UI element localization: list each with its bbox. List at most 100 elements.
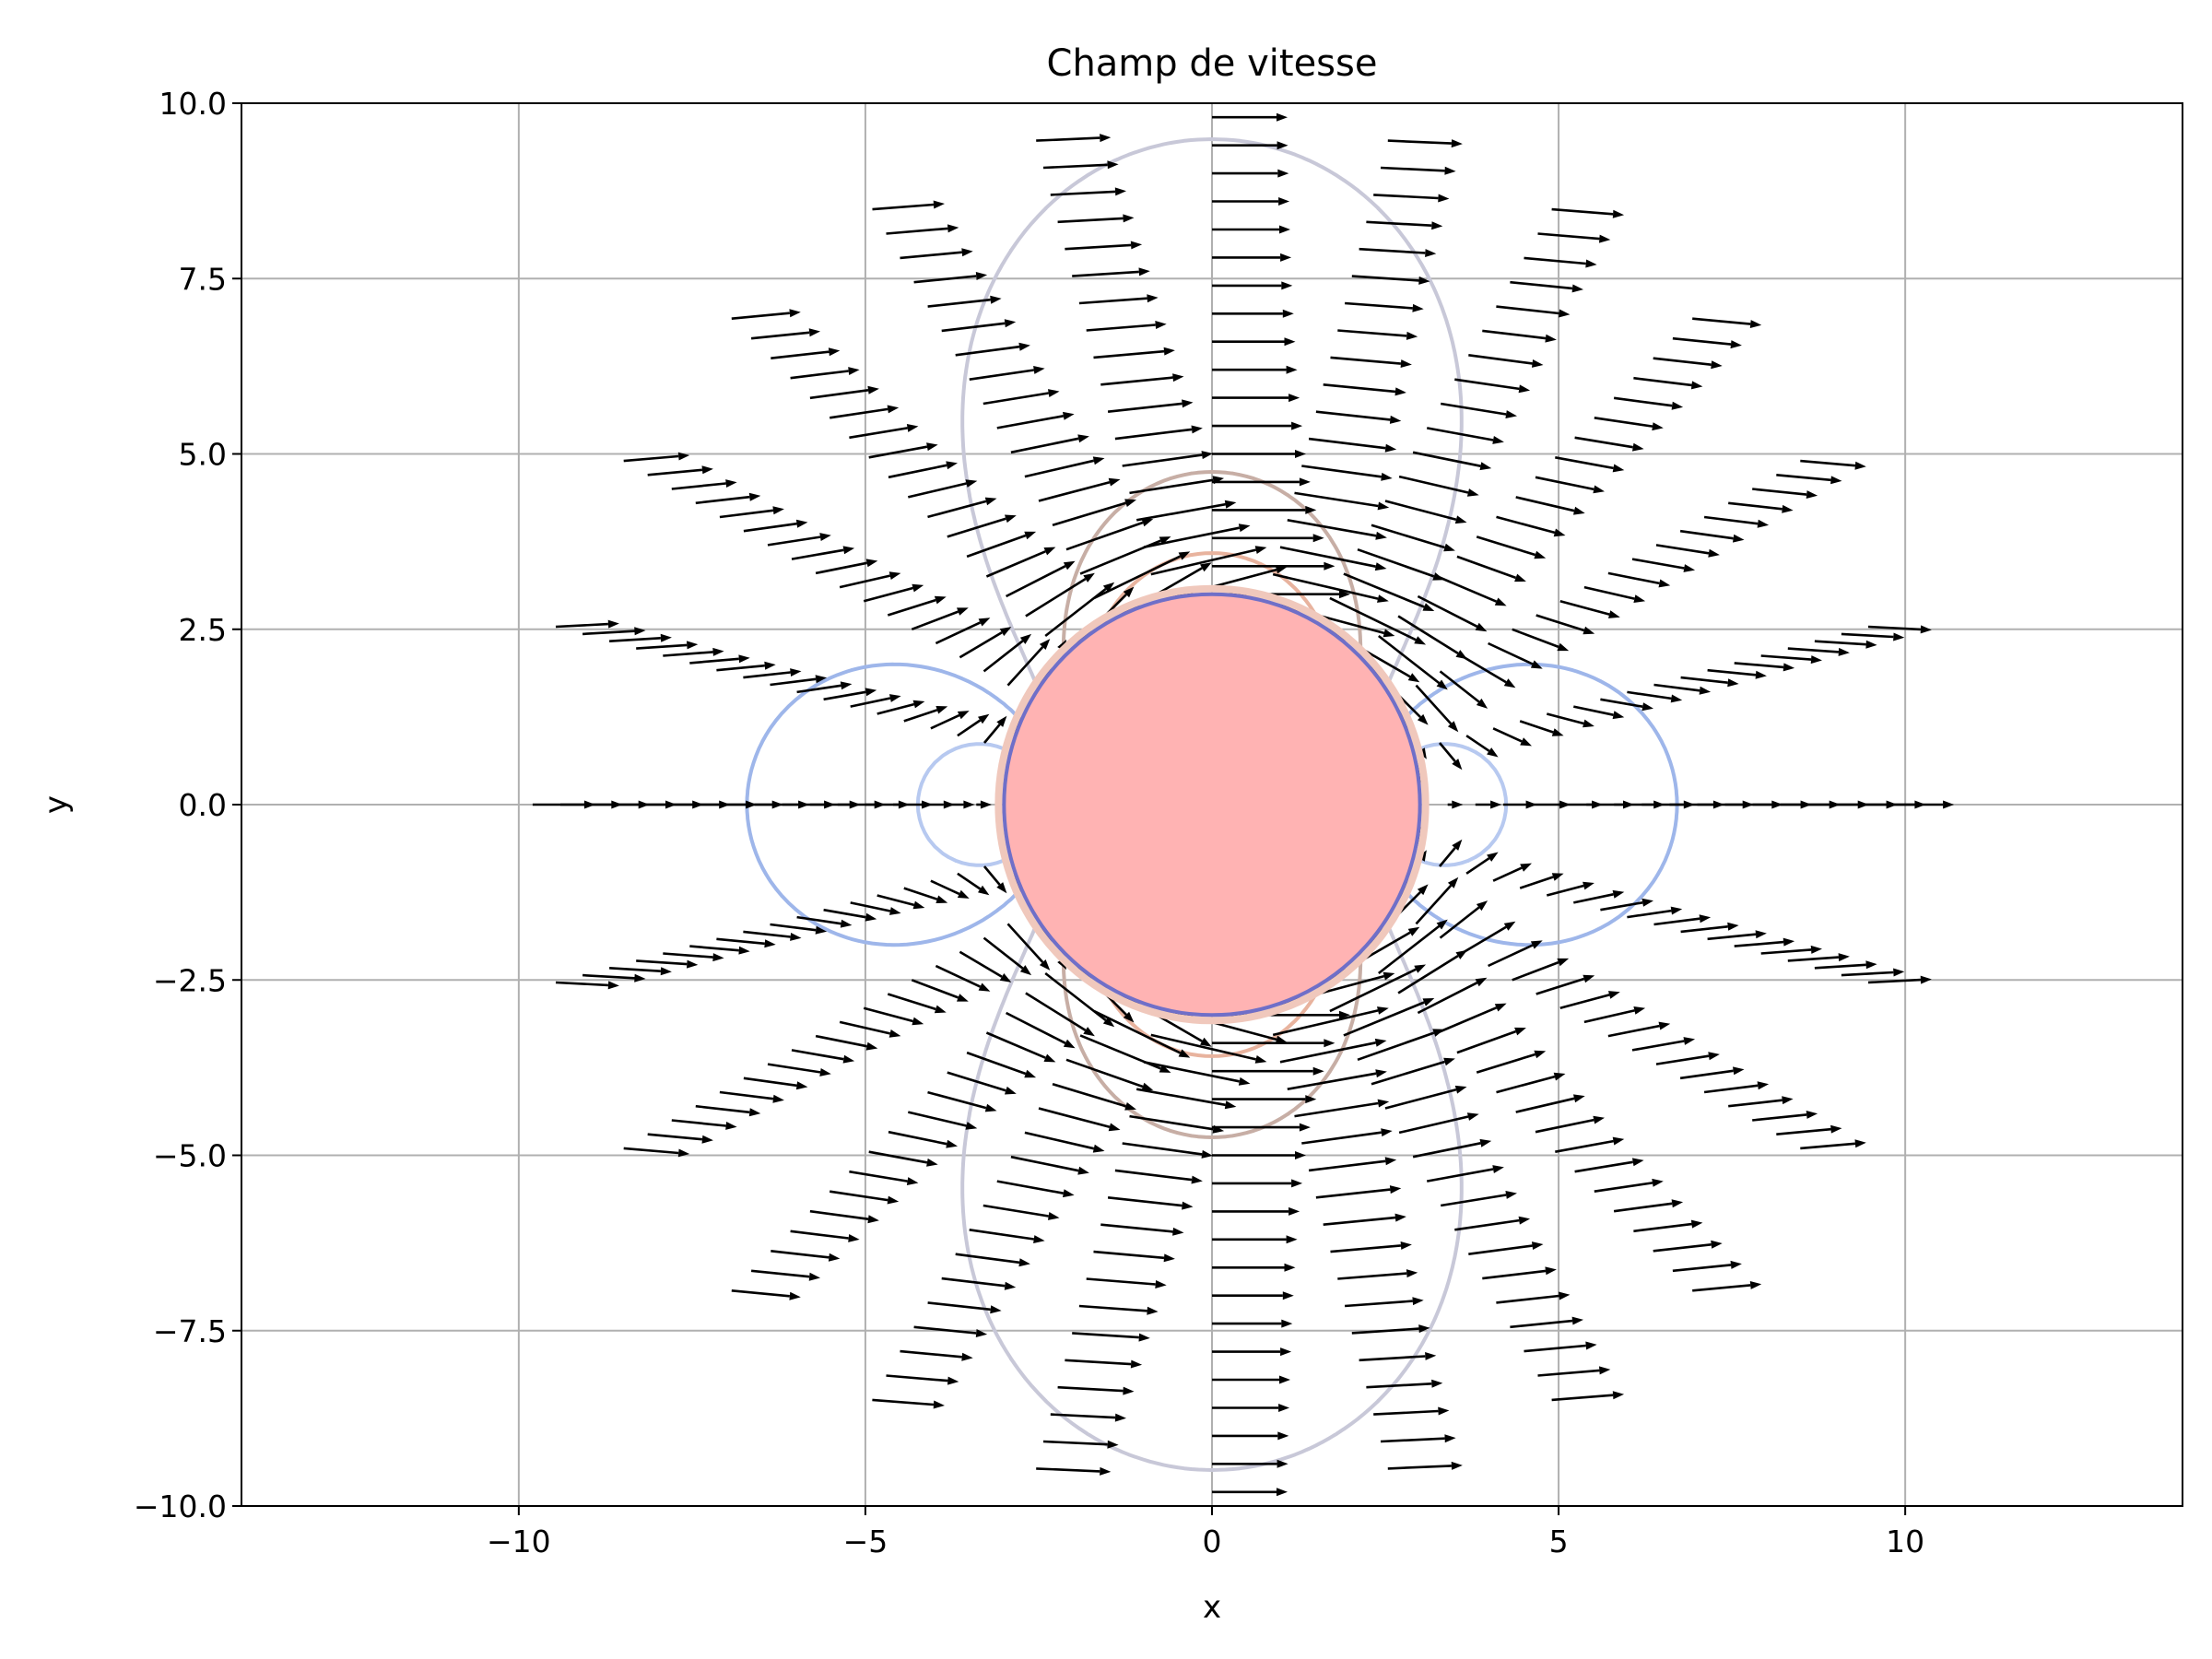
velocity-arrow [911,607,969,631]
velocity-arrow [927,1090,997,1112]
velocity-arrow [1728,1096,1794,1108]
velocity-arrow [1373,1406,1450,1416]
velocity-arrow [1492,863,1532,882]
velocity-arrow [1814,640,1877,649]
velocity-arrow [1212,225,1290,234]
velocity-arrow [743,668,802,679]
velocity-arrow [1323,1213,1406,1226]
velocity-arrow [663,647,724,657]
velocity-arrow [1653,914,1712,926]
cylinder [1002,592,1422,1018]
velocity-arrow [1006,1011,1076,1049]
velocity-arrow [1551,207,1625,218]
velocity-arrow [1488,641,1543,669]
velocity-arrow [1212,1319,1293,1328]
axis-ticks: −10 −5 0 5 10 −10.0 −7.5 −5.0 −2.5 0.0 2.5 5.0 7.5 10… [134,86,1924,1559]
velocity-arrow [815,559,878,575]
velocity-arrow [1546,881,1594,897]
velocity-arrow [796,681,853,694]
velocity-arrow [1380,1434,1456,1443]
velocity-arrow [1212,477,1311,487]
x-tick-label: 0 [1203,1524,1222,1559]
velocity-arrow [1359,247,1437,257]
velocity-arrow [955,1253,1030,1267]
velocity-arrow [1734,662,1795,672]
velocity-arrow [1631,558,1696,572]
velocity-arrow [1086,321,1167,332]
velocity-arrow [966,1051,1037,1078]
velocity-arrow [767,533,831,547]
velocity-arrow [1535,1115,1605,1134]
velocity-arrow [731,309,801,320]
velocity-arrow [771,347,841,359]
velocity-arrow [887,595,947,617]
velocity-arrow [623,452,690,463]
velocity-arrow [1006,560,1076,598]
velocity-arrow [582,627,646,636]
velocity-arrow [623,1147,690,1158]
velocity-arrow [1440,402,1517,418]
velocity-arrow [850,694,901,708]
velocity-arrow [1135,1088,1237,1110]
velocity-arrow [1212,1066,1324,1076]
velocity-arrow [1212,534,1324,543]
velocity-arrow [1371,524,1455,552]
velocity-arrow [1519,720,1564,736]
velocity-arrow [1447,800,1464,809]
velocity-arrow [647,465,713,477]
velocity-arrow [1330,356,1412,368]
velocity-arrow [1891,800,1955,809]
velocity-arrow [1057,1385,1135,1395]
velocity-arrow [1065,518,1154,551]
velocity-arrow [863,1006,924,1026]
velocity-arrow [532,800,595,809]
velocity-arrow [1600,698,1653,712]
velocity-arrow [830,405,900,419]
velocity-arrow [1052,1082,1136,1111]
velocity-arrow [1655,544,1720,558]
velocity-arrow [1279,1038,1387,1064]
velocity-arrow [1559,600,1620,618]
velocity-arrow [872,1398,945,1409]
velocity-arrow [1613,396,1684,410]
velocity-arrow [1384,1085,1467,1110]
velocity-arrow [743,930,802,941]
velocity-arrow [1627,906,1683,919]
velocity-arrow [1679,529,1745,543]
velocity-arrow [1814,960,1877,970]
velocity-arrow [877,700,925,715]
velocity-arrow [1475,800,1502,809]
velocity-arrow [985,1031,1056,1063]
velocity-arrow [1417,594,1488,632]
velocity-arrow [1025,992,1095,1037]
velocity-arrow [1594,417,1664,431]
velocity-arrow [1510,280,1583,293]
velocity-arrow [1496,515,1566,537]
velocity-arrow [1042,1440,1119,1449]
velocity-arrow [1366,1379,1443,1389]
velocity-arrow [1510,1316,1583,1329]
velocity-arrow [1633,376,1703,390]
velocity-arrow [1065,241,1143,251]
velocity-arrow [689,654,750,665]
velocity-arrow [983,865,1007,894]
velocity-arrow [957,872,990,896]
velocity-arrow [1343,572,1435,611]
velocity-arrow [1468,1241,1544,1255]
velocity-arrow [1760,945,1822,955]
velocity-arrow [1100,373,1184,386]
velocity-arrow [1492,727,1532,747]
velocity-arrow [1573,889,1625,904]
velocity-arrow [1439,900,1488,939]
velocity-arrow [555,981,619,990]
velocity-arrow [1212,505,1317,514]
velocity-arrow [1373,194,1450,203]
velocity-arrow [1135,500,1237,522]
velocity-arrow [1212,1263,1296,1272]
velocity-arrow [1010,434,1089,454]
velocity-arrow [1212,561,1335,571]
velocity-arrow [900,248,973,260]
velocity-arrow [695,1104,761,1117]
velocity-arrow [1537,232,1611,243]
velocity-arrow [1583,585,1646,603]
